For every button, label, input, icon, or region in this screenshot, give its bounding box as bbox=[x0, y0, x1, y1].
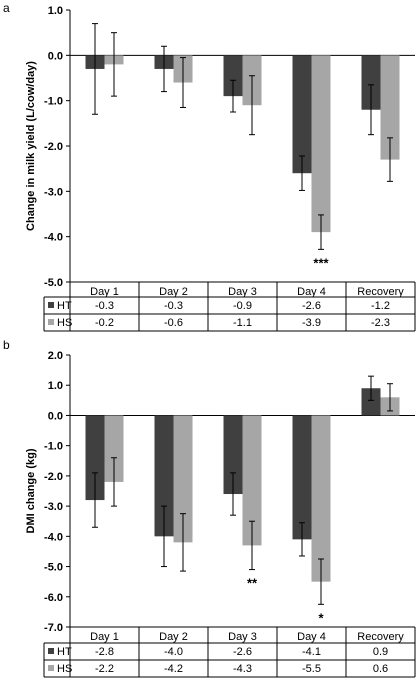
bar-hs-day-4 bbox=[311, 55, 331, 233]
y-tick-label: -3.0 bbox=[44, 186, 63, 198]
category-label: Day 3 bbox=[228, 631, 257, 643]
table-cell: -0.2 bbox=[95, 317, 114, 329]
category-label: Day 2 bbox=[159, 631, 188, 643]
table-cell: -1.1 bbox=[233, 317, 252, 329]
table-cell: -4.3 bbox=[233, 663, 252, 675]
bar-hs-day-3 bbox=[242, 415, 262, 546]
table-cell: -1.2 bbox=[371, 300, 390, 312]
y-tick-label: -6.0 bbox=[44, 592, 63, 604]
table-cell: -0.3 bbox=[95, 300, 114, 312]
bar-ht-day-4 bbox=[292, 415, 312, 540]
y-tick-label: -1.0 bbox=[44, 96, 63, 108]
category-label: Day 4 bbox=[297, 286, 326, 298]
bar-ht-day-1 bbox=[85, 415, 105, 501]
bar-hs-recovery bbox=[380, 55, 400, 160]
legend-label-hs: HS bbox=[57, 663, 72, 675]
milk-yield-chart: a 1.0 0.0 -1.0 -2.0 -3.0 -4.0 -5.0 Change in mil… bbox=[3, 1, 416, 332]
bar-ht-day-2 bbox=[154, 415, 174, 537]
table-cell: -4.1 bbox=[302, 646, 321, 658]
category-label: Recovery bbox=[357, 286, 404, 298]
table-cell: -4.2 bbox=[164, 663, 183, 675]
y-tick-label: -5.0 bbox=[44, 277, 63, 289]
legend-label-ht: HT bbox=[57, 300, 72, 312]
table-cell: -3.9 bbox=[302, 317, 321, 329]
table-cell: -0.9 bbox=[233, 300, 252, 312]
panel-label: b bbox=[3, 338, 10, 352]
bar-ht-day-3 bbox=[223, 55, 243, 97]
bar-hs-day-4 bbox=[311, 415, 331, 582]
table-cell: -2.6 bbox=[233, 646, 252, 658]
bar-ht-day-4 bbox=[292, 55, 312, 174]
table-cell: -0.3 bbox=[164, 300, 183, 312]
table-cell: -0.6 bbox=[164, 317, 183, 329]
y-tick-label: -4.0 bbox=[44, 531, 63, 543]
table-cell: 0.6 bbox=[373, 663, 388, 675]
legend-label-ht: HT bbox=[57, 646, 72, 658]
table-cell: 0.9 bbox=[373, 646, 388, 658]
legend-swatch-ht bbox=[48, 302, 54, 308]
category-label: Recovery bbox=[357, 631, 404, 643]
significance-marker: ** bbox=[247, 576, 258, 591]
y-tick-label: 0.0 bbox=[48, 410, 63, 422]
panel-label: a bbox=[3, 1, 10, 15]
y-tick-label: -1.0 bbox=[44, 441, 63, 453]
table-cell: -2.2 bbox=[95, 663, 114, 675]
legend-swatch-hs bbox=[48, 665, 54, 671]
significance-marker: *** bbox=[313, 255, 329, 270]
category-label: Day 3 bbox=[228, 286, 257, 298]
y-tick-label: -2.0 bbox=[44, 141, 63, 153]
legend-swatch-ht bbox=[48, 648, 54, 654]
y-tick-label: -5.0 bbox=[44, 562, 63, 574]
bar-hs-day-1 bbox=[104, 415, 124, 482]
y-tick-label: -2.0 bbox=[44, 471, 63, 483]
bar-ht-recovery bbox=[361, 388, 381, 416]
y-tick-label: 1.0 bbox=[48, 380, 63, 392]
legend-label-hs: HS bbox=[57, 317, 72, 329]
bar-ht-recovery bbox=[361, 55, 381, 110]
legend-swatch-hs bbox=[48, 319, 54, 325]
y-tick-label: 2.0 bbox=[48, 350, 63, 362]
table-cell: -2.6 bbox=[302, 300, 321, 312]
dmi-change-chart: b 2.0 1.0 0.0 -1.0 -2.0 -3.0 -4.0 -5.0 -6.0 -7.0 DM… bbox=[3, 338, 416, 678]
y-axis-title: Change in milk yield (L/cow/day) bbox=[25, 61, 37, 231]
y-tick-label: -3.0 bbox=[44, 501, 63, 513]
category-label: Day 1 bbox=[90, 631, 119, 643]
table-cell: -4.0 bbox=[164, 646, 183, 658]
bar-hs-day-2 bbox=[173, 415, 193, 543]
y-tick-label: 0.0 bbox=[48, 50, 63, 62]
category-label: Day 4 bbox=[297, 631, 326, 643]
chart-panel-a: a 1.0 0.0 -1.0 -2.0 -3.0 -4.0 -5.0 Change in mil… bbox=[0, 0, 419, 335]
y-tick-label: -4.0 bbox=[44, 232, 63, 244]
table-cell: -2.8 bbox=[95, 646, 114, 658]
y-tick-label: -7.0 bbox=[44, 622, 63, 634]
table-cell: -2.3 bbox=[371, 317, 390, 329]
table-cell: -5.5 bbox=[302, 663, 321, 675]
y-tick-label: 1.0 bbox=[48, 5, 63, 17]
category-label: Day 1 bbox=[90, 286, 119, 298]
category-label: Day 2 bbox=[159, 286, 188, 298]
bar-ht-day-3 bbox=[223, 415, 243, 495]
significance-marker: * bbox=[318, 610, 324, 625]
y-axis-title: DMI change (kg) bbox=[25, 448, 37, 533]
chart-panel-b: b 2.0 1.0 0.0 -1.0 -2.0 -3.0 -4.0 -5.0 -6.0 -7.0 DM… bbox=[0, 337, 419, 685]
